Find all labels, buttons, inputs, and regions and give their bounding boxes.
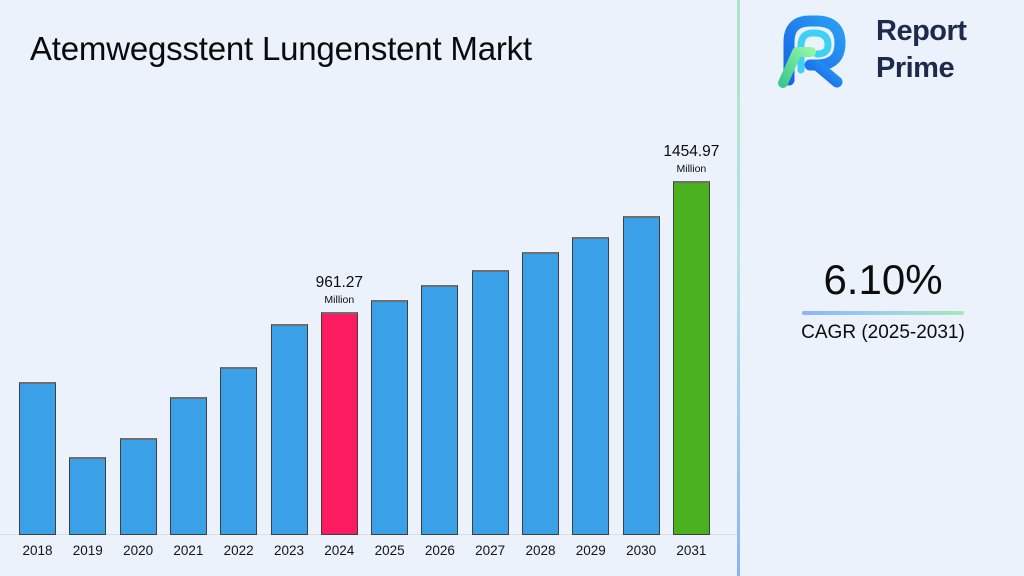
bar-2019 xyxy=(69,457,107,535)
value-unit: Million xyxy=(676,163,707,175)
report-prime-logo-text: Report Prime xyxy=(876,13,967,87)
x-axis-line xyxy=(0,534,737,535)
x-label-2024: 2024 xyxy=(324,543,355,558)
x-label-2020: 2020 xyxy=(123,543,154,558)
page-title: Atemwegsstent Lungenstent Markt xyxy=(30,30,532,68)
bar-2027 xyxy=(471,270,509,535)
bar-2028 xyxy=(522,252,559,535)
x-label-2031: 2031 xyxy=(676,543,707,558)
bar-2031 xyxy=(672,181,710,535)
bar-2030 xyxy=(622,216,660,535)
cagr-underline xyxy=(802,311,964,315)
x-label-2029: 2029 xyxy=(575,543,606,558)
section-divider xyxy=(737,0,740,576)
value-label-2031: 1454.97 Million xyxy=(663,143,719,175)
x-label-2028: 2028 xyxy=(525,543,556,558)
bar-2021 xyxy=(169,397,207,535)
bar-2024 xyxy=(320,312,358,535)
bar-2029 xyxy=(572,237,610,535)
x-label-2030: 2030 xyxy=(626,543,657,558)
bar-2023 xyxy=(270,324,308,535)
cagr-block: 6.10% CAGR (2025-2031) xyxy=(778,256,988,344)
bar-2020 xyxy=(119,438,157,535)
value-number: 961.27 xyxy=(315,274,364,291)
x-label-2025: 2025 xyxy=(374,543,405,558)
report-prime-logo-icon xyxy=(778,15,846,88)
report-prime-logo: Report Prime xyxy=(776,8,967,88)
x-label-2026: 2026 xyxy=(424,543,455,558)
bar-2026 xyxy=(421,285,459,535)
cagr-value: 6.10% xyxy=(823,256,943,303)
value-unit: Million xyxy=(324,294,355,306)
bar-chart: 2018 2019 2020 2021 2022 2023 2024 2025 2026 2027… xyxy=(0,143,737,558)
x-label-2019: 2019 xyxy=(72,543,103,558)
x-label-2023: 2023 xyxy=(273,543,305,558)
bar-2018 xyxy=(19,382,56,535)
x-label-2022: 2022 xyxy=(223,543,254,558)
bar-2022 xyxy=(220,367,258,535)
cagr-label: CAGR (2025-2031) xyxy=(801,322,965,343)
x-label-2018: 2018 xyxy=(22,543,53,558)
value-label-2024: 961.27 Million xyxy=(316,274,363,306)
bar-2025 xyxy=(371,300,409,535)
logo-word-report: Report xyxy=(876,15,967,47)
value-number: 1454.97 xyxy=(663,143,720,160)
x-label-2027: 2027 xyxy=(475,543,506,558)
x-label-2021: 2021 xyxy=(173,543,204,558)
logo-word-prime: Prime xyxy=(876,52,955,84)
